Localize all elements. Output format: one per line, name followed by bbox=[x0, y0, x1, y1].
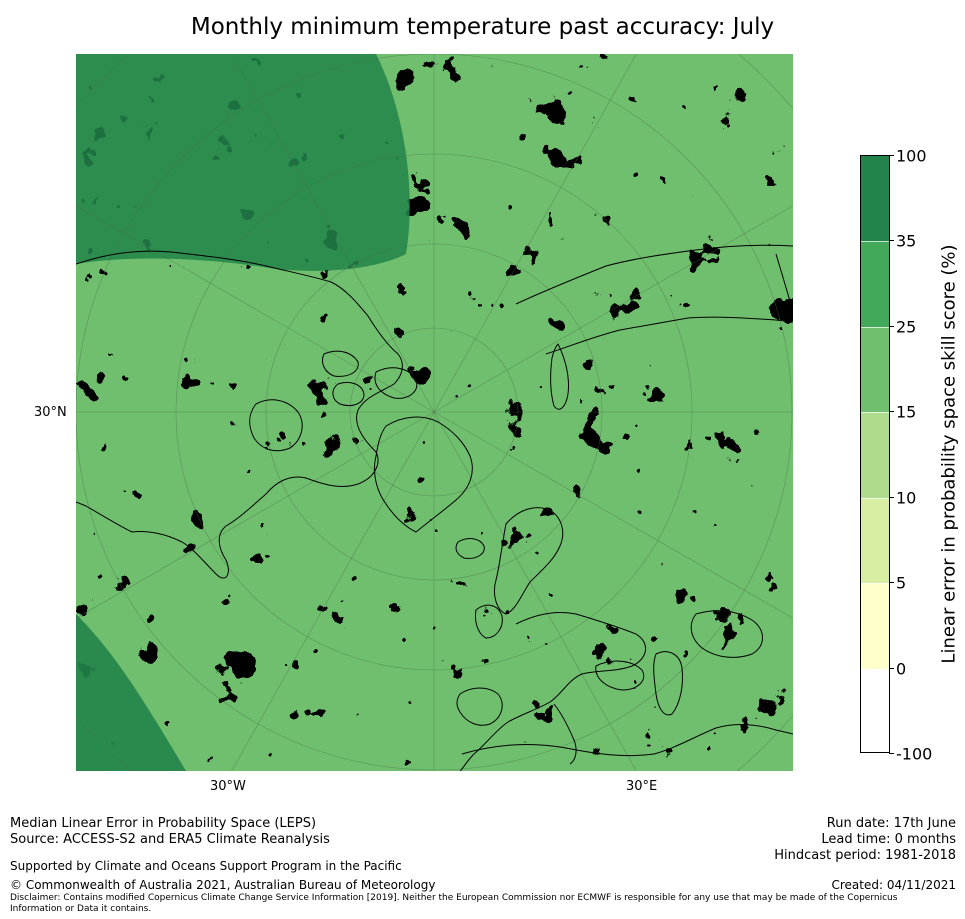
iceland-coast bbox=[455, 538, 485, 559]
lon-label-30w: 30°W bbox=[210, 779, 246, 794]
footer-copyright: © Commonwealth of Australia 2021, Austra… bbox=[10, 878, 436, 892]
footer-source: Source: ACCESS-S2 and ERA5 Climate Reana… bbox=[10, 832, 330, 847]
colorbar-divider bbox=[861, 668, 889, 670]
arabia-coast bbox=[690, 610, 763, 658]
colorbar-tick-label: 10 bbox=[896, 488, 917, 508]
arctic-archipelago-2 bbox=[374, 367, 418, 399]
novaya-zemlya bbox=[550, 343, 569, 410]
colorbar-tick-label: -100 bbox=[896, 744, 933, 764]
italy-coast bbox=[553, 703, 577, 765]
europe-coast bbox=[459, 611, 646, 771]
colorbar-tick-mark bbox=[889, 496, 894, 498]
footer-disclaimer: Disclaimer: Contains modified Copernicus… bbox=[10, 893, 898, 914]
north-pacific-high-skill-region bbox=[76, 54, 410, 271]
north-africa-coast bbox=[461, 723, 793, 757]
colorbar-divider bbox=[861, 583, 889, 585]
graticule bbox=[76, 54, 793, 771]
colorbar-tick-mark bbox=[889, 240, 894, 242]
footer-hindcast: Hindcast period: 1981-2018 bbox=[774, 848, 956, 863]
colorbar-bin bbox=[861, 241, 889, 328]
footer-support: Supported by Climate and Oceans Support … bbox=[10, 859, 402, 873]
colorbar-divider bbox=[861, 326, 889, 328]
siberia-coast-2 bbox=[545, 316, 793, 355]
caspian-sea-coast bbox=[653, 651, 683, 716]
greenland-coast bbox=[373, 416, 473, 533]
colorbar-tick-label: 100 bbox=[896, 146, 927, 166]
colorbar-tick-mark bbox=[889, 667, 894, 669]
south-west-high-skill-region bbox=[76, 614, 186, 771]
colorbar-tick-mark bbox=[889, 753, 894, 754]
colorbar-bin bbox=[861, 583, 889, 670]
colorbar-divider bbox=[861, 241, 889, 243]
colorbar-bin bbox=[861, 497, 889, 585]
footer-created: Created: 04/11/2021 bbox=[831, 878, 956, 892]
colorbar-tick-mark bbox=[889, 155, 894, 156]
scandinavia-coast bbox=[493, 507, 564, 615]
colorbar-tick-mark bbox=[889, 325, 894, 327]
footer-method: Median Linear Error in Probability Space… bbox=[10, 816, 317, 831]
colorbar-tick-mark bbox=[889, 411, 894, 413]
arctic-archipelago-1 bbox=[321, 350, 359, 377]
colorbar bbox=[860, 155, 890, 753]
north-america-coast bbox=[76, 250, 403, 579]
iberia-coast bbox=[456, 687, 503, 726]
colorbar-divider bbox=[861, 412, 889, 414]
colorbar-bin bbox=[861, 668, 889, 752]
hudson-bay-coast bbox=[249, 399, 303, 452]
colorbar-divider bbox=[861, 497, 889, 499]
british-isles-coast bbox=[475, 604, 503, 639]
chart-title: Monthly minimum temperature past accurac… bbox=[190, 14, 775, 40]
colorbar-tick-label: 15 bbox=[896, 402, 917, 422]
colorbar-tick-label: 5 bbox=[896, 573, 907, 593]
colorbar-tick-label: 35 bbox=[896, 231, 917, 251]
colorbar-tick-label: 25 bbox=[896, 317, 917, 337]
skill-score-map bbox=[76, 54, 793, 771]
colorbar-label: Linear error in probability space skill … bbox=[938, 244, 960, 664]
footer-run-date: Run date: 17th June bbox=[826, 816, 956, 831]
footer-lead-time: Lead time: 0 months bbox=[821, 832, 956, 847]
colorbar-bin bbox=[861, 412, 889, 499]
east-asia-coast bbox=[775, 253, 793, 313]
colorbar-tick-mark bbox=[889, 582, 894, 584]
lat-label-30n: 30°N bbox=[34, 405, 67, 420]
coastlines bbox=[76, 244, 793, 771]
colorbar-bin bbox=[861, 326, 889, 414]
black-sea-coast bbox=[595, 660, 645, 691]
colorbar-bin bbox=[861, 156, 889, 243]
arctic-archipelago-3 bbox=[332, 381, 365, 407]
siberia-coast bbox=[515, 244, 793, 305]
colorbar-tick-label: 0 bbox=[896, 659, 907, 679]
lon-label-30e: 30°E bbox=[626, 779, 658, 794]
